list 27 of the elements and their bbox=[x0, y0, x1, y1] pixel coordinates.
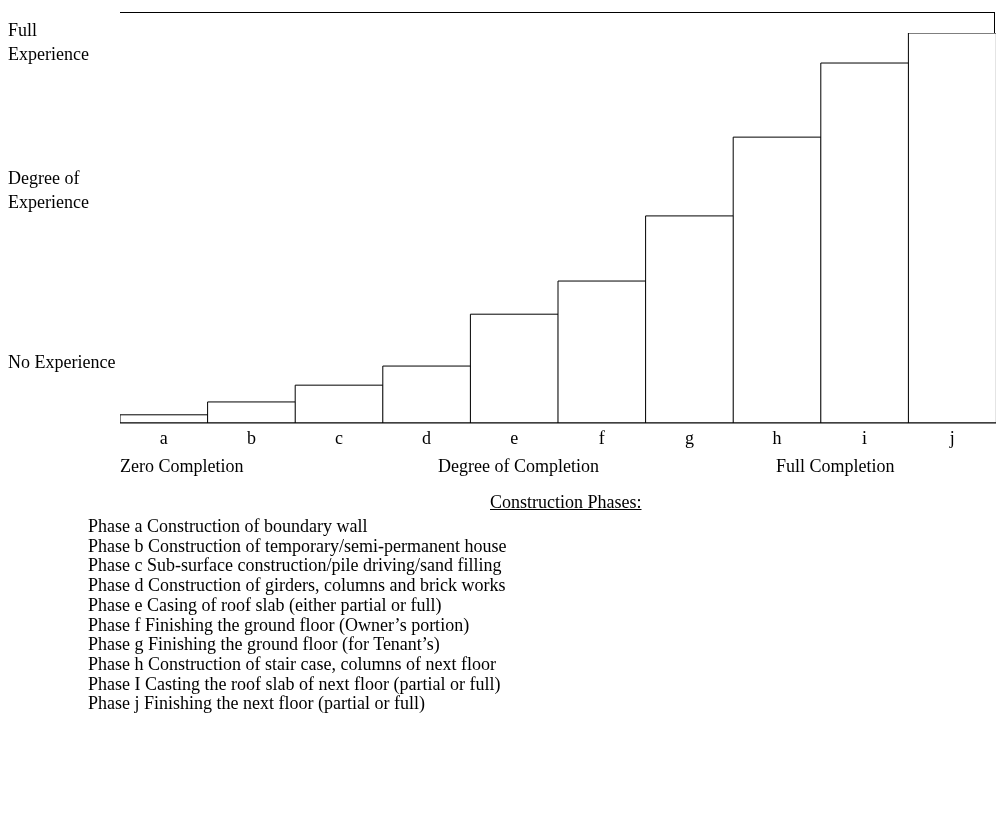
text: Phase j Finishing the next floor (partial or full) bbox=[88, 693, 425, 716]
x-tick-label: b bbox=[246, 427, 256, 448]
text: Phase I Casting the roof slab of next floor (partial or full) bbox=[88, 673, 501, 695]
text: Phase g Finishing the ground floor (for Tenant’s) bbox=[88, 634, 440, 656]
text: Phase b Construction of temporary/semi-permanent house bbox=[88, 535, 507, 557]
text: Full Completion bbox=[776, 455, 895, 478]
text: Phase d Construction of girders, columns and brick works bbox=[88, 575, 506, 597]
x-tick-label: e bbox=[510, 427, 519, 448]
y-axis-title: Degree of Experience bbox=[8, 167, 90, 214]
text: Phase a Construction of boundary wall bbox=[88, 515, 368, 538]
x-tick-label: c bbox=[335, 427, 343, 448]
text: Construction Phases: bbox=[490, 491, 642, 514]
x-tick-label: f bbox=[598, 427, 605, 448]
x-tick-label: d bbox=[422, 427, 432, 448]
x-tick-label: j bbox=[948, 427, 955, 448]
text: Full Experience bbox=[8, 19, 90, 66]
x-axis-title: Degree of Completion bbox=[438, 455, 599, 478]
text: Phase f Finishing the ground floor (Owner’s portion) bbox=[88, 614, 470, 636]
text: Phase e Casing of roof slab (either partial or full) bbox=[88, 594, 442, 617]
x-tick-label: g bbox=[684, 427, 694, 448]
x-tick-label: h bbox=[772, 427, 782, 448]
text: No Experience bbox=[8, 351, 117, 374]
x-tick-label: i bbox=[862, 427, 868, 448]
text: Phase c Sub-surface construction/pile driving/sand filling bbox=[88, 555, 502, 577]
text: Zero Completion bbox=[120, 455, 244, 478]
text: Phase h Construction of stair case, columns of next floor bbox=[88, 653, 496, 676]
x-tick-label: a bbox=[159, 427, 168, 448]
